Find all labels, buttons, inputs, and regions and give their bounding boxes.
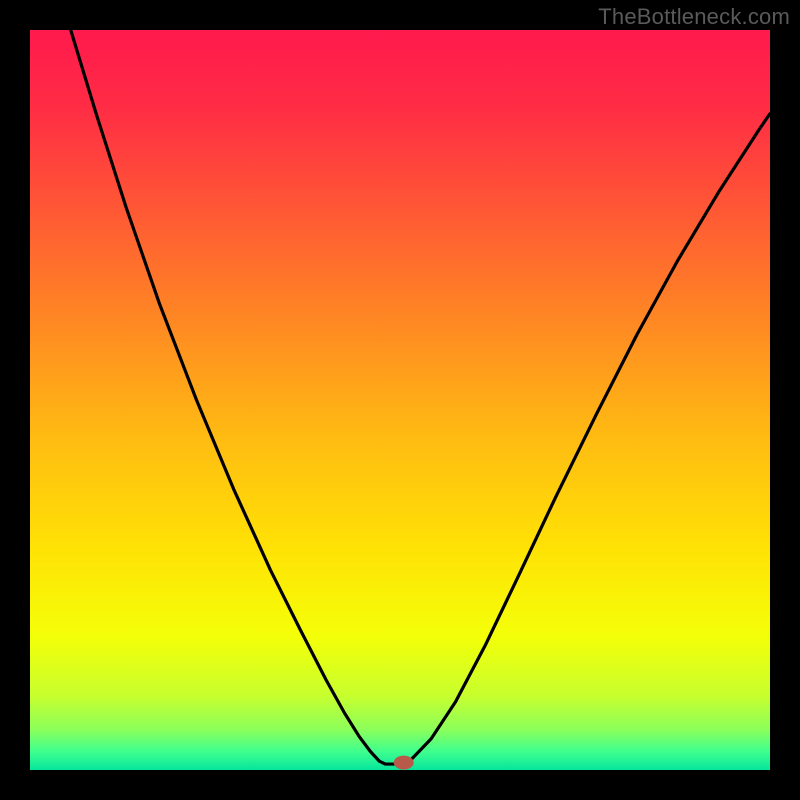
chart-container: TheBottleneck.com bbox=[0, 0, 800, 800]
bottleneck-chart bbox=[0, 0, 800, 800]
minimum-marker bbox=[394, 756, 414, 770]
plot-gradient-background bbox=[30, 30, 770, 770]
watermark-text: TheBottleneck.com bbox=[598, 4, 790, 30]
